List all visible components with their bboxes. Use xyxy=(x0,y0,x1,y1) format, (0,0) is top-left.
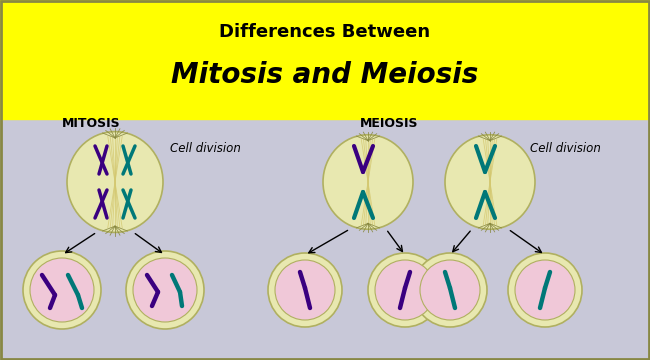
Ellipse shape xyxy=(67,132,163,233)
Ellipse shape xyxy=(445,135,535,229)
Text: Mitosis and Meiosis: Mitosis and Meiosis xyxy=(172,61,478,89)
Ellipse shape xyxy=(413,253,487,327)
Ellipse shape xyxy=(126,251,204,329)
Ellipse shape xyxy=(133,258,197,322)
Bar xyxy=(0,0,650,119)
Text: MITOSIS: MITOSIS xyxy=(62,117,121,130)
Ellipse shape xyxy=(420,260,480,320)
Text: Cell division: Cell division xyxy=(530,142,601,155)
Ellipse shape xyxy=(368,253,442,327)
Text: Differences Between: Differences Between xyxy=(220,23,430,41)
Ellipse shape xyxy=(268,253,342,327)
Ellipse shape xyxy=(275,260,335,320)
Ellipse shape xyxy=(23,251,101,329)
Ellipse shape xyxy=(30,258,94,322)
Ellipse shape xyxy=(515,260,575,320)
Ellipse shape xyxy=(375,260,435,320)
Ellipse shape xyxy=(508,253,582,327)
Text: Cell division: Cell division xyxy=(170,142,241,155)
Text: MEIOSIS: MEIOSIS xyxy=(360,117,419,130)
Ellipse shape xyxy=(323,135,413,229)
